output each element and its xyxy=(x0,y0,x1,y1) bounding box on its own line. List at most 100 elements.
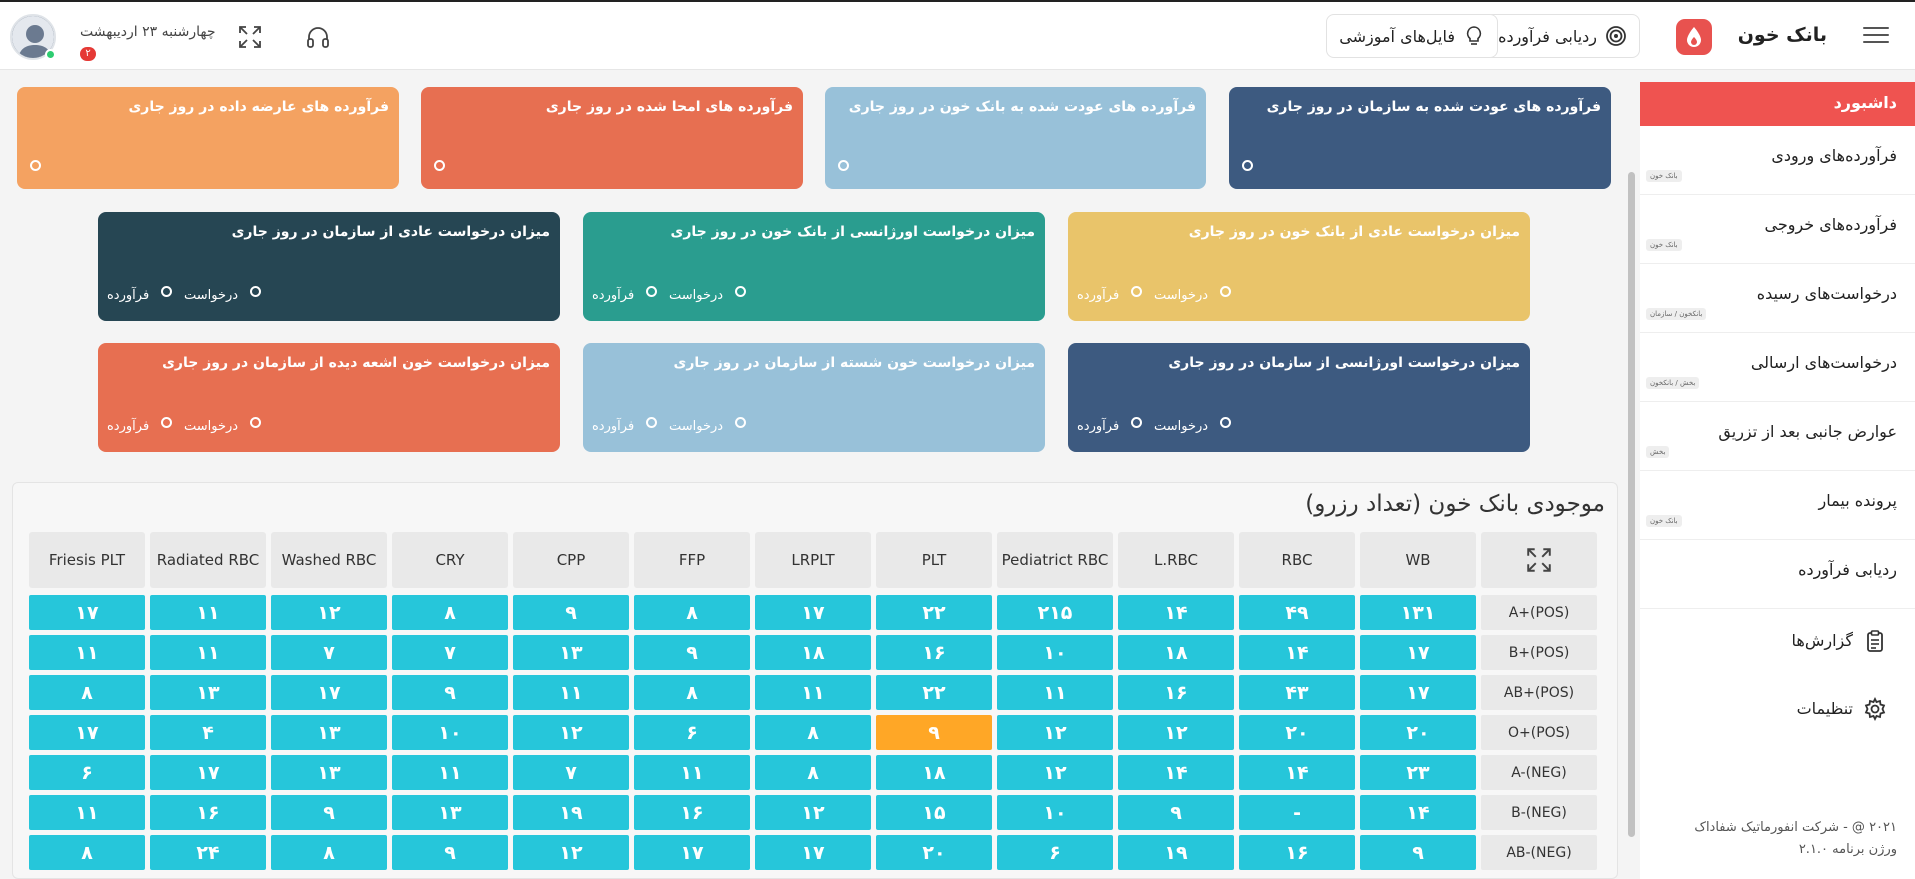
inventory-cell[interactable]: ۲۳ xyxy=(1360,755,1476,790)
inventory-cell[interactable]: ۸ xyxy=(755,715,871,750)
expand-table-button[interactable] xyxy=(1481,532,1597,588)
inventory-cell[interactable]: ۱۲ xyxy=(271,595,387,630)
inventory-cell[interactable]: ۹ xyxy=(1360,835,1476,870)
inventory-cell[interactable]: ۸ xyxy=(634,675,750,710)
stat-card-normal-request-org[interactable]: میزان درخواست عادی از سازمان در روز جاری… xyxy=(98,212,560,321)
inventory-cell[interactable]: ۱۱ xyxy=(150,595,266,630)
stat-card-emergency-request-org[interactable]: میزان درخواست اورژانسی از سازمان در روز … xyxy=(1068,343,1530,452)
inventory-cell[interactable]: ۱۰ xyxy=(392,715,508,750)
headphones-icon[interactable] xyxy=(305,24,331,50)
stat-card-side-effect[interactable]: فرآورده های عارضه داده در روز جاری xyxy=(17,87,399,189)
main-scrollbar[interactable] xyxy=(1628,172,1635,837)
training-files-button[interactable]: فایل‌های آموزشی xyxy=(1326,14,1498,58)
inventory-cell[interactable]: ۴۹ xyxy=(1239,595,1355,630)
stat-card-returned-to-bloodbank[interactable]: فرآورده های عودت شده به بانک خون در روز … xyxy=(825,87,1206,189)
inventory-cell[interactable]: ۶ xyxy=(29,755,145,790)
inventory-cell[interactable]: ۱۶ xyxy=(876,635,992,670)
inventory-cell[interactable]: ۹ xyxy=(1118,795,1234,830)
inventory-cell[interactable]: ۶ xyxy=(634,715,750,750)
inventory-cell[interactable]: ۱۲ xyxy=(1118,715,1234,750)
sidebar-item-incoming-products[interactable]: فرآورده‌های ورودی بانک خون xyxy=(1640,126,1915,195)
inventory-cell[interactable]: ۱۳ xyxy=(392,795,508,830)
inventory-cell[interactable]: ۸ xyxy=(392,595,508,630)
sidebar-item-received-requests[interactable]: درخواست‌های رسیده بانکخون / سازمان xyxy=(1640,264,1915,333)
inventory-cell[interactable]: ۲۲ xyxy=(876,595,992,630)
stat-card-washed-request-org[interactable]: میزان درخواست خون شسته از سازمان در روز … xyxy=(583,343,1045,452)
stat-card-returned-to-org[interactable]: فرآورده های عودت شده به سازمان در روز جا… xyxy=(1229,87,1611,189)
inventory-cell[interactable]: ۲۰ xyxy=(876,835,992,870)
inventory-cell[interactable]: - xyxy=(1239,795,1355,830)
inventory-cell[interactable]: ۱۳ xyxy=(513,635,629,670)
inventory-cell[interactable]: ۱۶ xyxy=(634,795,750,830)
sidebar-item-sent-requests[interactable]: درخواست‌های ارسالی بخش / بانکخون xyxy=(1640,333,1915,402)
inventory-cell[interactable]: ۱۱ xyxy=(392,755,508,790)
stat-card-discarded[interactable]: فرآورده های امحا شده در روز جاری xyxy=(421,87,803,189)
inventory-cell[interactable]: ۱۲ xyxy=(997,715,1113,750)
inventory-cell[interactable]: ۱۲ xyxy=(997,755,1113,790)
stat-card-irradiated-request-org[interactable]: میزان درخواست خون اشعه دیده از سازمان در… xyxy=(98,343,560,452)
inventory-cell[interactable]: ۷ xyxy=(392,635,508,670)
inventory-cell[interactable]: ۹ xyxy=(876,715,992,750)
inventory-cell[interactable]: ۱۴ xyxy=(1239,635,1355,670)
inventory-cell[interactable]: ۱۱ xyxy=(755,675,871,710)
fullscreen-icon[interactable] xyxy=(237,24,263,50)
inventory-cell[interactable]: ۱۱ xyxy=(997,675,1113,710)
inventory-cell[interactable]: ۱۷ xyxy=(1360,635,1476,670)
inventory-cell[interactable]: ۸ xyxy=(29,675,145,710)
inventory-cell[interactable]: ۱۷ xyxy=(150,755,266,790)
sidebar-item-outgoing-products[interactable]: فرآورده‌های خروجی بانک خون xyxy=(1640,195,1915,264)
notification-badge[interactable]: ۲ xyxy=(80,47,96,61)
inventory-cell[interactable]: ۹ xyxy=(392,675,508,710)
inventory-cell[interactable]: ۱۳ xyxy=(271,755,387,790)
inventory-cell[interactable]: ۱۹ xyxy=(513,795,629,830)
inventory-cell[interactable]: ۱۷ xyxy=(29,595,145,630)
inventory-cell[interactable]: ۹ xyxy=(271,795,387,830)
inventory-cell[interactable]: ۱۹ xyxy=(1118,835,1234,870)
inventory-cell[interactable]: ۱۲ xyxy=(755,795,871,830)
inventory-cell[interactable]: ۱۱ xyxy=(513,675,629,710)
inventory-cell[interactable]: ۱۷ xyxy=(271,675,387,710)
inventory-cell[interactable]: ۲۴ xyxy=(150,835,266,870)
menu-toggle-icon[interactable] xyxy=(1863,27,1889,45)
sidebar-item-dashboard[interactable]: داشبورد xyxy=(1640,82,1915,126)
inventory-cell[interactable]: ۱۶ xyxy=(1118,675,1234,710)
inventory-cell[interactable]: ۱۵ xyxy=(876,795,992,830)
inventory-cell[interactable]: ۷ xyxy=(271,635,387,670)
inventory-cell[interactable]: ۹ xyxy=(634,635,750,670)
inventory-cell[interactable]: ۴ xyxy=(150,715,266,750)
inventory-cell[interactable]: ۸ xyxy=(755,755,871,790)
inventory-cell[interactable]: ۲۰ xyxy=(1239,715,1355,750)
sidebar-item-settings[interactable]: تنظیمات xyxy=(1640,677,1915,745)
inventory-cell[interactable]: ۱۱ xyxy=(29,795,145,830)
inventory-cell[interactable]: ۱۴ xyxy=(1118,755,1234,790)
inventory-cell[interactable]: ۱۳ xyxy=(271,715,387,750)
inventory-cell[interactable]: ۹ xyxy=(392,835,508,870)
inventory-cell[interactable]: ۸ xyxy=(29,835,145,870)
inventory-cell[interactable]: ۱۳ xyxy=(150,675,266,710)
inventory-cell[interactable]: ۶ xyxy=(997,835,1113,870)
sidebar-item-patient-file[interactable]: پرونده بیمار بانک خون xyxy=(1640,471,1915,540)
stat-card-emergency-request-bloodbank[interactable]: میزان درخواست اورژانسی از بانک خون در رو… xyxy=(583,212,1045,321)
sidebar-item-side-effects[interactable]: عوارض جانبی بعد از تزریق بخش xyxy=(1640,402,1915,471)
inventory-cell[interactable]: ۲۰ xyxy=(1360,715,1476,750)
inventory-cell[interactable]: ۱۱ xyxy=(150,635,266,670)
inventory-cell[interactable]: ۹ xyxy=(513,595,629,630)
inventory-cell[interactable]: ۴۳ xyxy=(1239,675,1355,710)
inventory-cell[interactable]: ۱۱ xyxy=(29,635,145,670)
inventory-cell[interactable]: ۱۲ xyxy=(513,715,629,750)
inventory-cell[interactable]: ۸ xyxy=(271,835,387,870)
inventory-cell[interactable]: ۸ xyxy=(634,595,750,630)
inventory-cell[interactable]: ۱۷ xyxy=(634,835,750,870)
inventory-cell[interactable]: ۱۷ xyxy=(755,595,871,630)
inventory-cell[interactable]: ۱۰ xyxy=(997,795,1113,830)
inventory-cell[interactable]: ۲۱۵ xyxy=(997,595,1113,630)
inventory-cell[interactable]: ۱۴ xyxy=(1118,595,1234,630)
sidebar-item-track-product[interactable]: ردیابی فرآورده xyxy=(1640,540,1915,609)
inventory-cell[interactable]: ۱۷ xyxy=(755,835,871,870)
inventory-cell[interactable]: ۱۷ xyxy=(29,715,145,750)
inventory-cell[interactable]: ۱۴ xyxy=(1239,755,1355,790)
inventory-cell[interactable]: ۱۸ xyxy=(1118,635,1234,670)
inventory-cell[interactable]: ۱۶ xyxy=(1239,835,1355,870)
inventory-cell[interactable]: ۷ xyxy=(513,755,629,790)
inventory-cell[interactable]: ۱۲ xyxy=(513,835,629,870)
